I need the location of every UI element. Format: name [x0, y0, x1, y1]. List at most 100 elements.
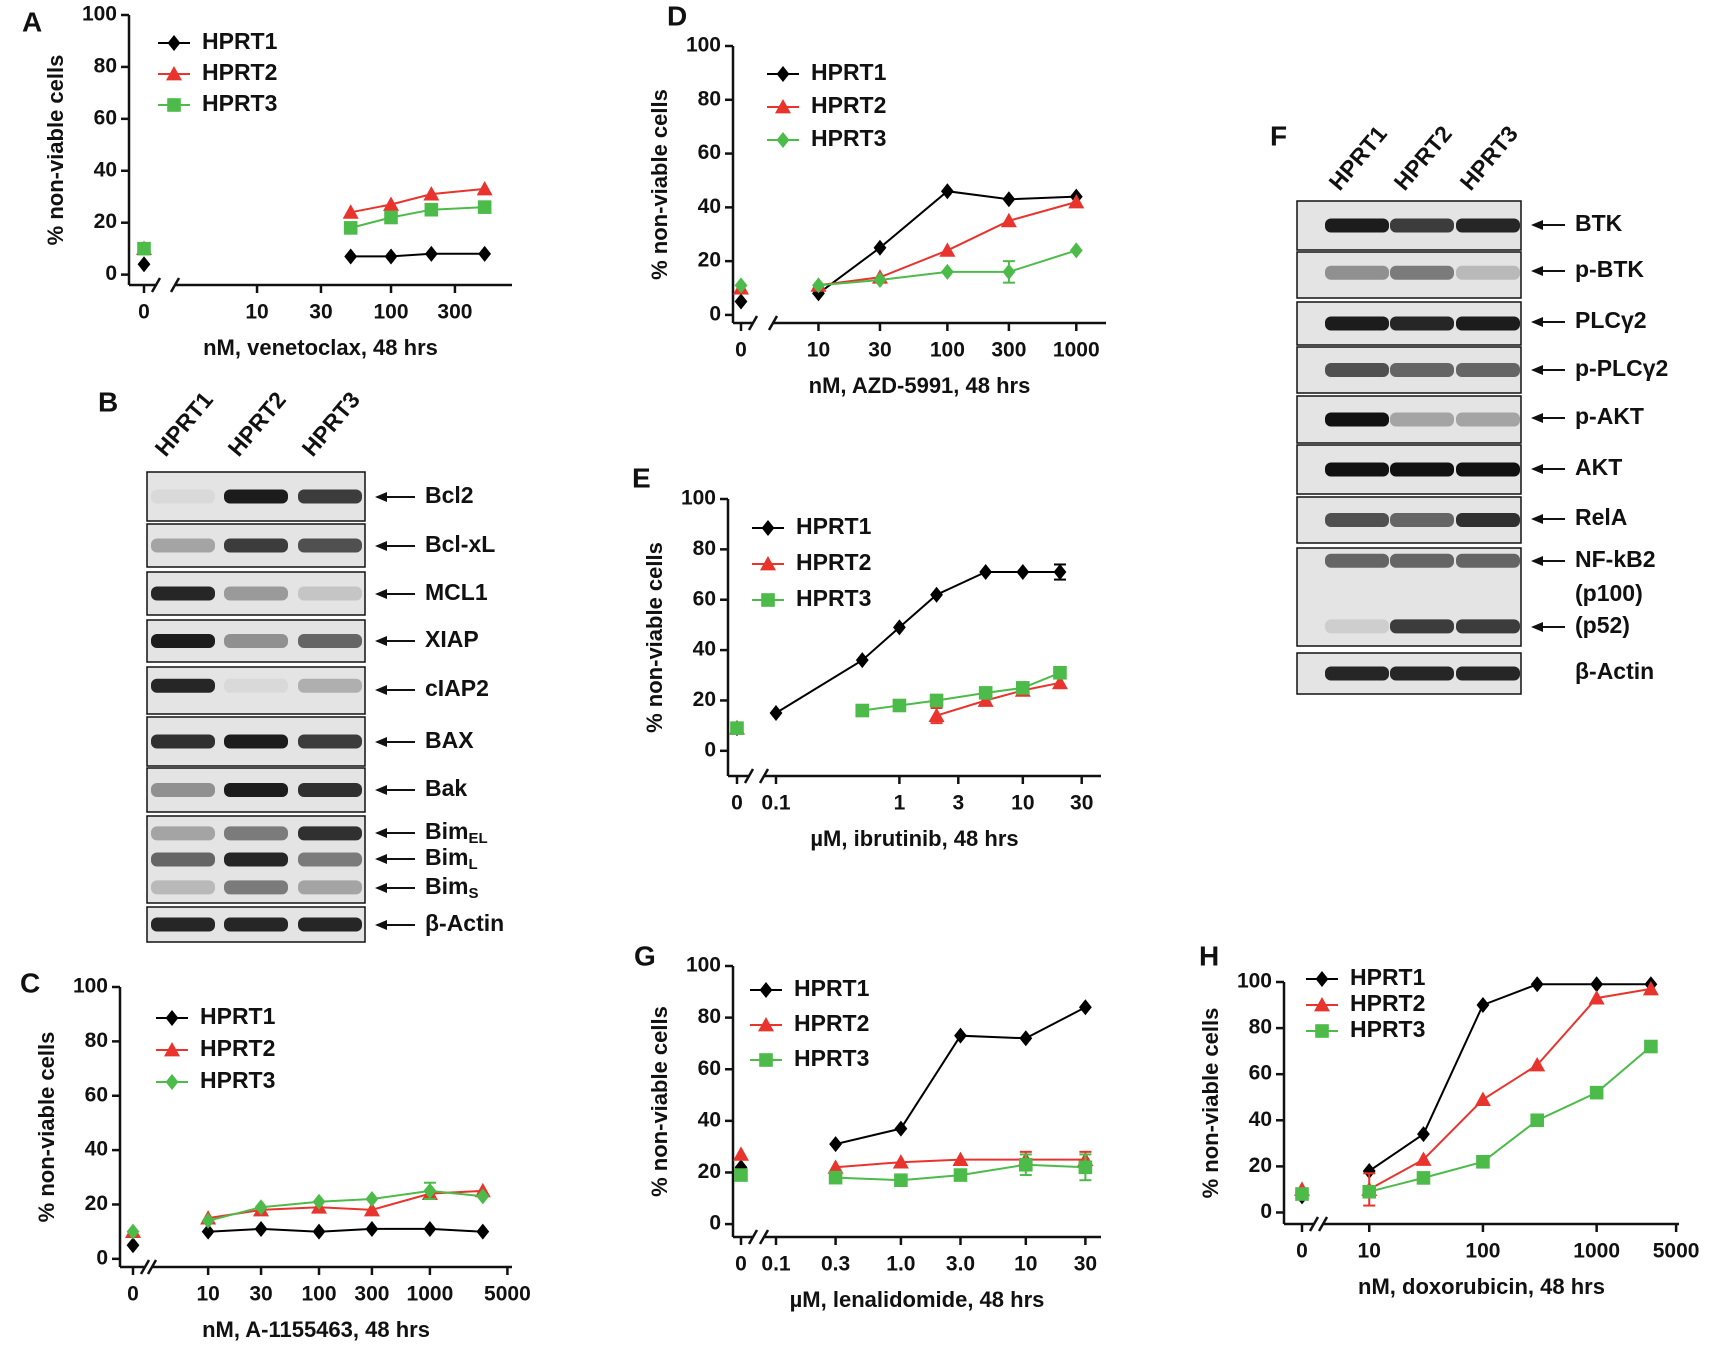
band: [1390, 462, 1454, 477]
blot-label-text: RelA: [1575, 504, 1627, 530]
blot-label: Bcl2: [425, 482, 474, 508]
marker: [776, 66, 790, 82]
x-tick-label: 3.0: [946, 1253, 975, 1276]
x-tick-label: 0.1: [761, 1253, 791, 1276]
blot-label-sub: S: [468, 885, 478, 902]
marker: [733, 1146, 749, 1161]
marker: [979, 564, 993, 581]
x-tick-label: 100: [373, 301, 408, 324]
blot-label-text: Bim: [425, 818, 468, 844]
y-tick-label: 80: [85, 1029, 108, 1052]
marker: [734, 277, 748, 294]
panel-letter: H: [1199, 940, 1219, 971]
panel-letter: F: [1270, 120, 1287, 151]
x-tick-label: 1: [894, 792, 906, 815]
legend-label: HPRT1: [202, 28, 278, 54]
marker: [952, 1151, 969, 1166]
marker: [761, 520, 775, 536]
marker: [1002, 263, 1016, 280]
marker: [1529, 1056, 1546, 1072]
marker: [776, 132, 790, 148]
band: [1456, 553, 1520, 568]
series-line: [1368, 987, 1652, 1191]
marker: [1314, 997, 1330, 1012]
marker: [1642, 980, 1659, 996]
x-tick-label: 5000: [484, 1283, 531, 1306]
marker: [126, 1237, 140, 1254]
marker: [1078, 999, 1092, 1016]
band: [298, 678, 362, 693]
x-tick-label: 3: [952, 792, 964, 815]
blot-label-text: Bim: [425, 844, 468, 870]
marker: [873, 239, 887, 256]
x-tick-label: 1000: [1053, 339, 1100, 362]
marker: [312, 1193, 326, 1210]
marker: [894, 1120, 908, 1137]
band: [224, 826, 288, 841]
band: [1325, 363, 1389, 377]
marker: [1590, 976, 1604, 993]
marker: [384, 248, 398, 265]
legend-label: HPRT2: [796, 549, 871, 575]
x-tick-label: 1000: [407, 1283, 454, 1306]
y-tick-label: 40: [94, 158, 117, 181]
marker: [1019, 1157, 1033, 1172]
arrow-head: [375, 589, 387, 599]
axis-break: [767, 315, 779, 331]
marker: [930, 586, 943, 603]
arrow-head: [1531, 464, 1543, 474]
band: [224, 880, 288, 895]
x-axis-label: nM, A-1155463, 48 hrs: [202, 1317, 430, 1342]
band: [224, 489, 288, 504]
marker: [423, 1220, 437, 1237]
marker: [165, 1010, 179, 1026]
band: [224, 852, 288, 867]
marker: [1530, 976, 1544, 993]
marker: [1295, 1187, 1309, 1201]
marker: [940, 183, 954, 200]
marker: [1016, 681, 1030, 695]
y-tick-label: 100: [73, 975, 108, 998]
arrow-head: [375, 920, 387, 930]
y-tick-label: 0: [709, 302, 721, 325]
lane-label: HPRT2: [223, 387, 291, 461]
marker: [769, 705, 783, 722]
marker: [254, 1220, 268, 1237]
series-line: [350, 252, 485, 258]
band: [1456, 513, 1520, 527]
band: [151, 734, 215, 749]
marker: [855, 703, 870, 718]
y-tick-label: 40: [698, 1108, 721, 1131]
legend-label: HPRT3: [796, 585, 871, 611]
blot-label: RelA: [1575, 504, 1627, 530]
marker: [126, 1223, 140, 1240]
marker: [1589, 1085, 1604, 1100]
marker: [892, 1154, 909, 1169]
marker: [383, 196, 400, 211]
marker: [760, 556, 776, 571]
blot-label-text: p-PLCγ2: [1575, 355, 1668, 381]
marker: [1078, 1160, 1093, 1175]
marker: [954, 1027, 967, 1044]
band: [1325, 218, 1389, 233]
x-axis-label: µM, ibrutinib, 48 hrs: [810, 826, 1018, 851]
marker: [1053, 564, 1067, 581]
band: [298, 852, 362, 867]
marker: [812, 277, 825, 294]
x-axis-label: µM, lenalidomide, 48 hrs: [790, 1287, 1045, 1312]
x-tick-label: 0: [1296, 1240, 1308, 1263]
axis-break: [1317, 1216, 1329, 1232]
band: [1325, 462, 1389, 477]
marker: [476, 180, 493, 196]
y-tick-label: 20: [1249, 1154, 1272, 1177]
marker: [1474, 1091, 1491, 1106]
marker: [873, 271, 887, 288]
band: [224, 538, 288, 553]
marker: [1415, 1151, 1432, 1166]
band: [224, 783, 288, 797]
marker: [477, 200, 492, 214]
y-tick-label: 100: [686, 34, 721, 57]
marker: [166, 66, 182, 81]
marker: [893, 619, 906, 636]
y-tick-label: 40: [698, 195, 721, 218]
